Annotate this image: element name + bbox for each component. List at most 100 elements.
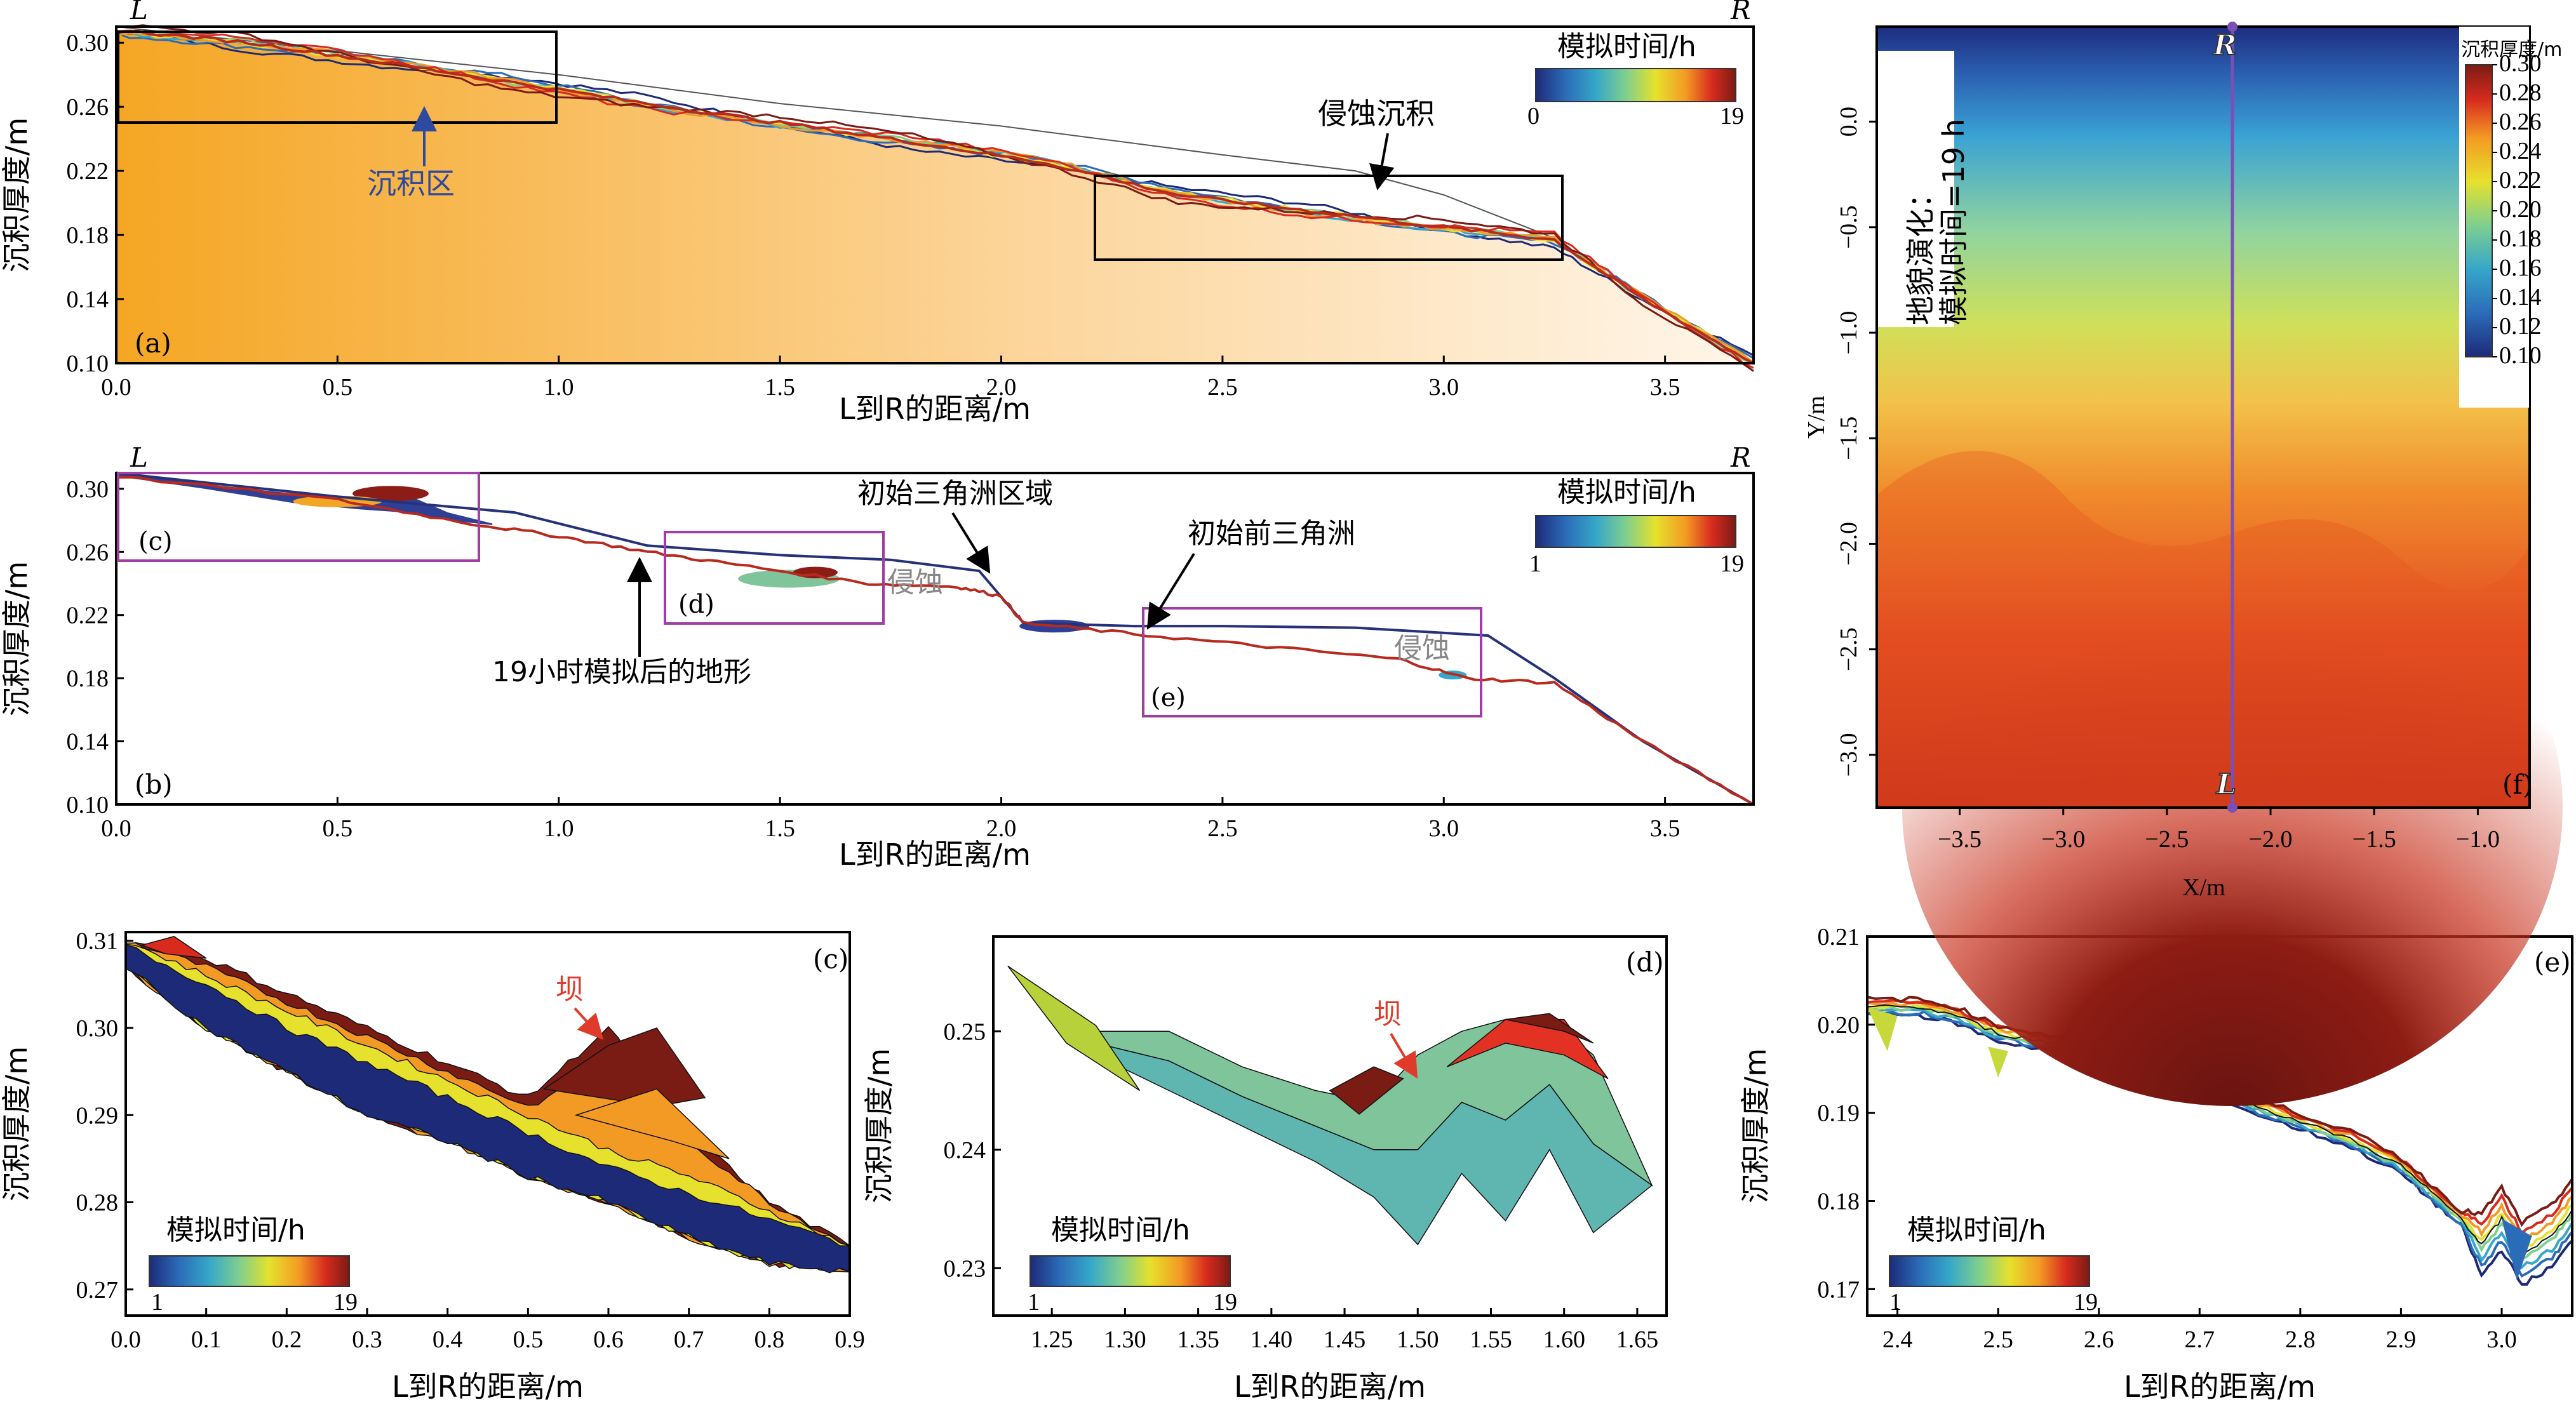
panel-c-top-lobe — [140, 936, 207, 959]
panel-e-colorbar — [1889, 1255, 2090, 1287]
panel-a: 0.0 0.5 1.0 1.5 2.0 2.5 3.0 3.5 0.10 0.14 0.18 0.22… — [67, 0, 1755, 401]
panel-d-legend-max: 19 — [1213, 1289, 1237, 1316]
panel-c-xtick-label: 0.9 — [835, 1326, 865, 1353]
panel-e-ylabel: 沉积厚度/m — [1738, 1048, 1773, 1203]
panel-c-frame — [124, 931, 851, 1317]
panel-b-axes: 0.0 0.5 1.0 1.5 2.0 2.5 3.0 3.5 0.10 0.14 0.18 0.22… — [67, 476, 1680, 842]
panel-a-xtick-label: 2.0 — [986, 374, 1017, 401]
panel-e-legend-min: 1 — [1889, 1289, 1902, 1316]
panel-f-top-marker: R — [2212, 29, 2237, 62]
panel-a-box-erosion — [1094, 175, 1564, 261]
panel-c-xlabel: L到R的距离/m — [392, 1370, 584, 1404]
panel-f-colorbar — [2465, 64, 2493, 357]
panel-d-xlabel: L到R的距离/m — [1234, 1370, 1426, 1404]
panel-c-xtick-label: 0.4 — [433, 1326, 463, 1353]
panel-e-xtick-label: 2.9 — [2386, 1326, 2417, 1353]
panel-e-blue-mark — [2502, 1218, 2532, 1281]
panel-a-axes: 0.0 0.5 1.0 1.5 2.0 2.5 3.0 3.5 0.10 0.14 0.18 0.22… — [67, 30, 1680, 401]
panel-a-final-profile — [116, 29, 1754, 364]
panel-a-xtick-label: 1.5 — [765, 374, 795, 401]
panel-a-time-profiles — [116, 24, 1754, 372]
panel-e-legend-max: 19 — [2074, 1289, 2098, 1316]
panel-f-inset-line2: 模拟时间=19 h — [1936, 119, 1971, 325]
panel-b-profiles — [116, 472, 1755, 806]
panel-b-ytick-label: 0.22 — [67, 603, 109, 629]
panel-c-dam-arrow — [574, 1007, 604, 1040]
panel-e-tag: (e) — [2534, 947, 2571, 978]
panel-d-xtick-label: 1.35 — [1177, 1326, 1219, 1353]
panel-b-terrain-19h-label: 19小时模拟后的地形 — [492, 656, 751, 688]
panel-b-box-c — [117, 472, 480, 562]
panel-a-legend-title: 模拟时间/h — [1557, 30, 1696, 63]
panel-a-ytick-label: 0.18 — [67, 222, 109, 249]
panel-c-tag: (c) — [813, 944, 849, 975]
panel-f-xtick-label: −2.5 — [2145, 826, 2189, 853]
panel-f-ytick-label: −1.5 — [1835, 417, 1862, 460]
panel-c-xtick-label: 0.6 — [593, 1326, 624, 1353]
panel-f-bottom-marker: L — [2215, 768, 2236, 801]
panel-b-deposit-red — [352, 486, 429, 502]
panel-f-colorbar-title: 沉积厚度/m — [2461, 39, 2562, 61]
panel-a-xtick-label: 3.0 — [1429, 374, 1459, 401]
panel-d-xtick-label: 1.40 — [1251, 1326, 1293, 1353]
panel-a-colorbar — [1535, 68, 1736, 102]
panel-d-axes: 1.25 1.30 1.35 1.40 1.45 1.50 1.55 1.60 1.65 0.23… — [944, 1018, 1659, 1353]
panel-d-legend-title: 模拟时间/h — [1051, 1214, 1190, 1246]
panel-a-legend-min: 0 — [1527, 103, 1540, 130]
panel-a-box-deposit — [117, 30, 558, 124]
panel-c-ytick-label: 0.28 — [76, 1190, 119, 1217]
panel-b-xtick-label: 0.0 — [101, 815, 131, 842]
panel-a-deposit-label: 沉积区 — [367, 166, 455, 201]
panel-a-xlabel: L到R的距离/m — [839, 392, 1031, 426]
panel-a-ytick-label: 0.26 — [67, 94, 109, 121]
panel-b-frame — [115, 472, 1755, 806]
panel-c-xtick-label: 0.3 — [352, 1326, 382, 1353]
panel-b-box-d — [664, 531, 885, 625]
panel-e-layers — [1867, 996, 2573, 1286]
panel-d-xtick-label: 1.45 — [1324, 1326, 1366, 1353]
panel-a-xtick-label: 2.5 — [1207, 374, 1238, 401]
panel-b-legend-max: 19 — [1720, 550, 1744, 577]
panel-b-box-e-tag: (e) — [1151, 683, 1186, 712]
panel-f-inset-box — [1878, 51, 1954, 327]
panel-c-ytick-label: 0.27 — [76, 1277, 119, 1304]
panel-c-ytick-label: 0.30 — [76, 1015, 119, 1042]
panel-e-profile-line — [1867, 996, 2573, 1227]
panel-c-xtick-label: 0.1 — [191, 1326, 222, 1353]
panel-d: 1.25 1.30 1.35 1.40 1.45 1.50 1.55 1.60 1.65 0.23… — [944, 935, 1668, 1353]
panel-b-xtick-label: 1.5 — [765, 815, 795, 842]
panel-f-ylabel: Y/m — [1803, 396, 1830, 439]
panel-c: 0.0 0.1 0.2 0.3 0.4 0.5 0.6 0.7 0.8 0.9 0.27 0.28 0.… — [76, 928, 865, 1353]
panel-d-ylabel: 沉积厚度/m — [862, 1048, 896, 1203]
panel-b-deposit-darkred — [793, 566, 838, 578]
panel-f-colorbar-tick-label: 0.20 — [2499, 196, 2542, 223]
panel-b: 0.0 0.5 1.0 1.5 2.0 2.5 3.0 3.5 0.10 0.14 0.18 0.22… — [67, 442, 1755, 842]
panel-f-colorbar-tick-label: 0.18 — [2499, 225, 2542, 252]
panel-e-axes: 2.4 2.5 2.6 2.7 2.8 2.9 3.0 0.17 0.18 0.19 0.20 0.2… — [1818, 924, 2517, 1353]
panel-f-colorbar-tick-label: 0.24 — [2499, 138, 2542, 164]
panel-d-layer — [1007, 966, 1653, 1246]
panel-f-ytick-label: −2.5 — [1835, 627, 1862, 671]
panel-a-ytick-label: 0.14 — [67, 286, 109, 313]
panel-d-xtick-label: 1.55 — [1470, 1326, 1512, 1353]
panel-f-xtick-label: −1.5 — [2352, 826, 2396, 853]
panel-d-xtick-label: 1.30 — [1104, 1326, 1146, 1353]
panel-e-xtick-label: 2.8 — [2285, 1326, 2316, 1353]
panel-a-ylabel: 沉积厚度/m — [0, 117, 34, 272]
panel-d-frame — [992, 935, 1668, 1317]
panel-f-xtick-label: −1.0 — [2456, 826, 2500, 853]
panel-f-profile-bottom-dot — [2227, 803, 2237, 813]
panel-a-left-end: L — [130, 0, 148, 25]
panel-f-ytick-label: −2.0 — [1835, 522, 1862, 566]
panel-b-xtick-label: 3.5 — [1650, 815, 1680, 842]
panel-f-axes: −3.5 −3.0 −2.5 −2.0 −1.5 −1.0 0.0 −0.5 −1.0 −1.5 −… — [1835, 107, 2500, 853]
panel-f-tag: (f) — [2502, 769, 2533, 800]
panel-f-colorbar-tick-label: 0.16 — [2499, 255, 2542, 281]
panel-f-xtick-label: −3.0 — [2041, 826, 2085, 853]
panel-f-xtick-label: −3.5 — [1938, 826, 1982, 853]
panel-e-xlabel: L到R的距离/m — [2124, 1370, 2316, 1404]
panel-e-profile-line — [1867, 1010, 2573, 1286]
panel-d-ytick-label: 0.23 — [944, 1255, 986, 1282]
panel-d-xtick-label: 1.65 — [1616, 1326, 1659, 1353]
